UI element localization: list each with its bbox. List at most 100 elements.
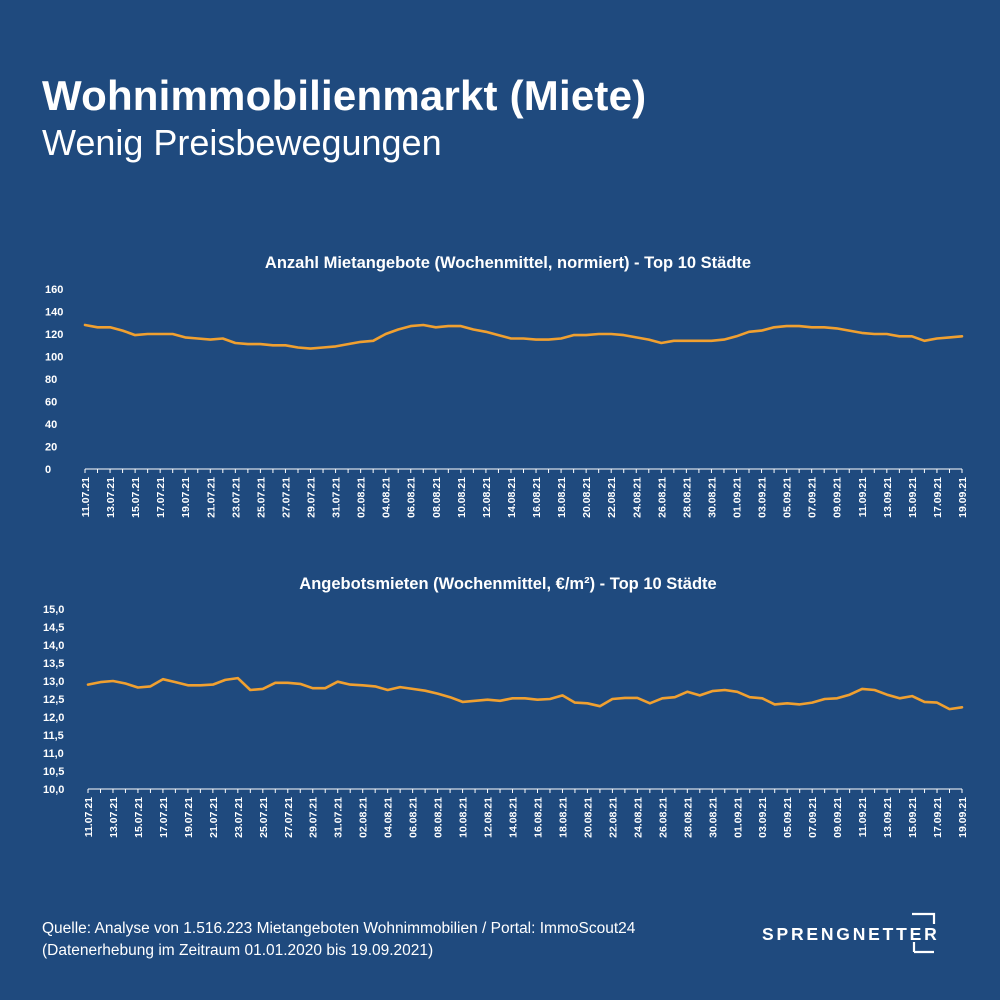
x-tick-label: 13.07.21 xyxy=(108,797,120,838)
x-tick-label: 26.08.21 xyxy=(656,477,668,518)
x-tick-label: 31.07.21 xyxy=(331,477,343,518)
x-tick-label: 20.08.21 xyxy=(582,797,594,838)
series-line xyxy=(86,676,964,711)
x-tick-label: 30.08.21 xyxy=(706,477,718,518)
page-title: Wohnimmobilienmarkt (Miete) xyxy=(42,72,647,119)
x-tick-label: 03.09.21 xyxy=(757,477,769,518)
x-tick-label: 24.08.21 xyxy=(631,477,643,518)
x-tick-label: 06.08.21 xyxy=(406,477,418,518)
x-tick-label: 01.09.21 xyxy=(732,797,744,838)
y-tick-label: 100 xyxy=(45,352,63,364)
x-tick-label: 24.08.21 xyxy=(632,797,644,838)
x-tick-label: 04.08.21 xyxy=(381,477,393,518)
x-tick-label: 13.09.21 xyxy=(882,797,894,838)
series-line xyxy=(83,323,964,350)
y-tick-label: 11,5 xyxy=(43,730,64,742)
x-tick-label: 17.07.21 xyxy=(155,477,167,518)
x-tick-label: 17.07.21 xyxy=(158,797,170,838)
x-tick-label: 10.08.21 xyxy=(456,477,468,518)
y-tick-label: 10,5 xyxy=(43,766,64,778)
x-tick-label: 28.08.21 xyxy=(682,797,694,838)
y-tick-label: 0 xyxy=(45,464,51,476)
x-tick-label: 19.07.21 xyxy=(183,797,195,838)
y-tick-label: 80 xyxy=(45,374,57,386)
y-axis-labels: 0 20 40 60 80 100 120 140 160 xyxy=(45,284,63,476)
x-tick-label: 15.09.21 xyxy=(907,797,919,838)
chart-rent-prices: Angebotsmieten (Wochenmittel, €/m²) - To… xyxy=(43,575,969,838)
x-tick-label: 17.09.21 xyxy=(932,797,944,838)
x-tick-label: 30.08.21 xyxy=(707,797,719,838)
x-tick-label: 04.08.21 xyxy=(383,797,395,838)
y-tick-label: 120 xyxy=(45,329,63,341)
x-tick-label: 07.09.21 xyxy=(807,477,819,518)
y-tick-label: 40 xyxy=(45,419,57,431)
x-tick-label: 18.08.21 xyxy=(556,477,568,518)
x-tick-label: 16.08.21 xyxy=(532,797,544,838)
x-tick-label: 06.08.21 xyxy=(408,797,420,838)
x-tick-label: 05.09.21 xyxy=(782,477,794,518)
x-tick-label: 08.08.21 xyxy=(433,797,445,838)
x-tick-label: 23.07.21 xyxy=(230,477,242,518)
y-tick-label: 20 xyxy=(45,442,57,454)
chart-title: Angebotsmieten (Wochenmittel, €/m²) - To… xyxy=(299,575,716,593)
y-tick-label: 14,0 xyxy=(43,640,64,652)
y-tick-label: 60 xyxy=(45,397,57,409)
x-tick-label: 20.08.21 xyxy=(581,477,593,518)
x-axis: 11.07.21 13.07.21 15.07.21 17.07.21 19.07.21… xyxy=(80,468,969,518)
x-tick-label: 11.07.21 xyxy=(80,477,92,517)
chart-listings-count: Anzahl Mietangebote (Wochenmittel, normi… xyxy=(45,254,969,518)
x-tick-label: 01.09.21 xyxy=(731,477,743,518)
x-tick-label: 13.09.21 xyxy=(882,477,894,518)
x-tick-label: 09.09.21 xyxy=(832,477,844,518)
y-tick-label: 160 xyxy=(45,284,63,296)
x-tick-label: 23.07.21 xyxy=(233,797,245,838)
y-axis-labels: 10,0 10,5 11,0 11,5 12,0 12,5 13,0 13,5 14,0 14,5… xyxy=(43,604,64,796)
x-tick-label: 15.09.21 xyxy=(907,477,919,518)
x-tick-label: 29.07.21 xyxy=(306,477,318,518)
x-tick-label: 14.08.21 xyxy=(508,797,520,838)
x-tick-label: 09.09.21 xyxy=(832,797,844,838)
x-tick-label: 21.07.21 xyxy=(205,477,217,518)
x-tick-label: 11.07.21 xyxy=(83,797,95,837)
x-tick-label: 27.07.21 xyxy=(280,477,292,518)
company-logo: SPRENGNETTER xyxy=(762,912,952,956)
x-tick-label: 11.09.21 xyxy=(857,477,869,517)
x-tick-label: 14.08.21 xyxy=(506,477,518,518)
x-tick-label: 25.07.21 xyxy=(255,477,267,518)
x-tick-label: 02.08.21 xyxy=(358,797,370,838)
series xyxy=(86,676,964,711)
series xyxy=(83,323,964,350)
x-tick-label: 11.09.21 xyxy=(857,797,869,837)
y-tick-label: 10,0 xyxy=(43,784,64,796)
x-tick-label: 18.08.21 xyxy=(557,797,569,838)
x-tick-label: 13.07.21 xyxy=(105,477,117,518)
y-tick-label: 140 xyxy=(45,307,63,319)
x-tick-label: 26.08.21 xyxy=(657,797,669,838)
x-tick-label: 03.09.21 xyxy=(757,797,769,838)
source-line-1: Quelle: Analyse von 1.516.223 Mietangebo… xyxy=(42,920,636,937)
source-note: Quelle: Analyse von 1.516.223 Mietangebo… xyxy=(42,918,635,962)
y-tick-label: 12,0 xyxy=(43,712,64,724)
x-tick-label: 31.07.21 xyxy=(333,797,345,838)
logo-text: SPRENGNETTER xyxy=(762,924,940,944)
x-tick-label: 17.09.21 xyxy=(932,477,944,518)
y-tick-label: 11,0 xyxy=(43,748,64,760)
logo-bracket-icon xyxy=(912,912,936,954)
x-tick-label: 19.09.21 xyxy=(957,797,969,838)
y-tick-label: 12,5 xyxy=(43,694,64,706)
x-tick-label: 22.08.21 xyxy=(607,797,619,838)
x-tick-label: 15.07.21 xyxy=(130,477,142,518)
x-tick-label: 29.07.21 xyxy=(308,797,320,838)
x-tick-label: 05.09.21 xyxy=(782,797,794,838)
x-tick-label: 10.08.21 xyxy=(458,797,470,838)
x-tick-label: 12.08.21 xyxy=(483,797,495,838)
x-tick-label: 21.07.21 xyxy=(208,797,220,838)
x-tick-label: 16.08.21 xyxy=(531,477,543,518)
x-tick-label: 27.07.21 xyxy=(283,797,295,838)
x-tick-label: 19.07.21 xyxy=(180,477,192,518)
x-tick-label: 28.08.21 xyxy=(681,477,693,518)
y-tick-label: 13,5 xyxy=(43,658,64,670)
x-tick-label: 02.08.21 xyxy=(356,477,368,518)
source-line-2: (Datenerhebung im Zeitraum 01.01.2020 bi… xyxy=(42,942,434,959)
x-tick-label: 15.07.21 xyxy=(133,797,145,838)
